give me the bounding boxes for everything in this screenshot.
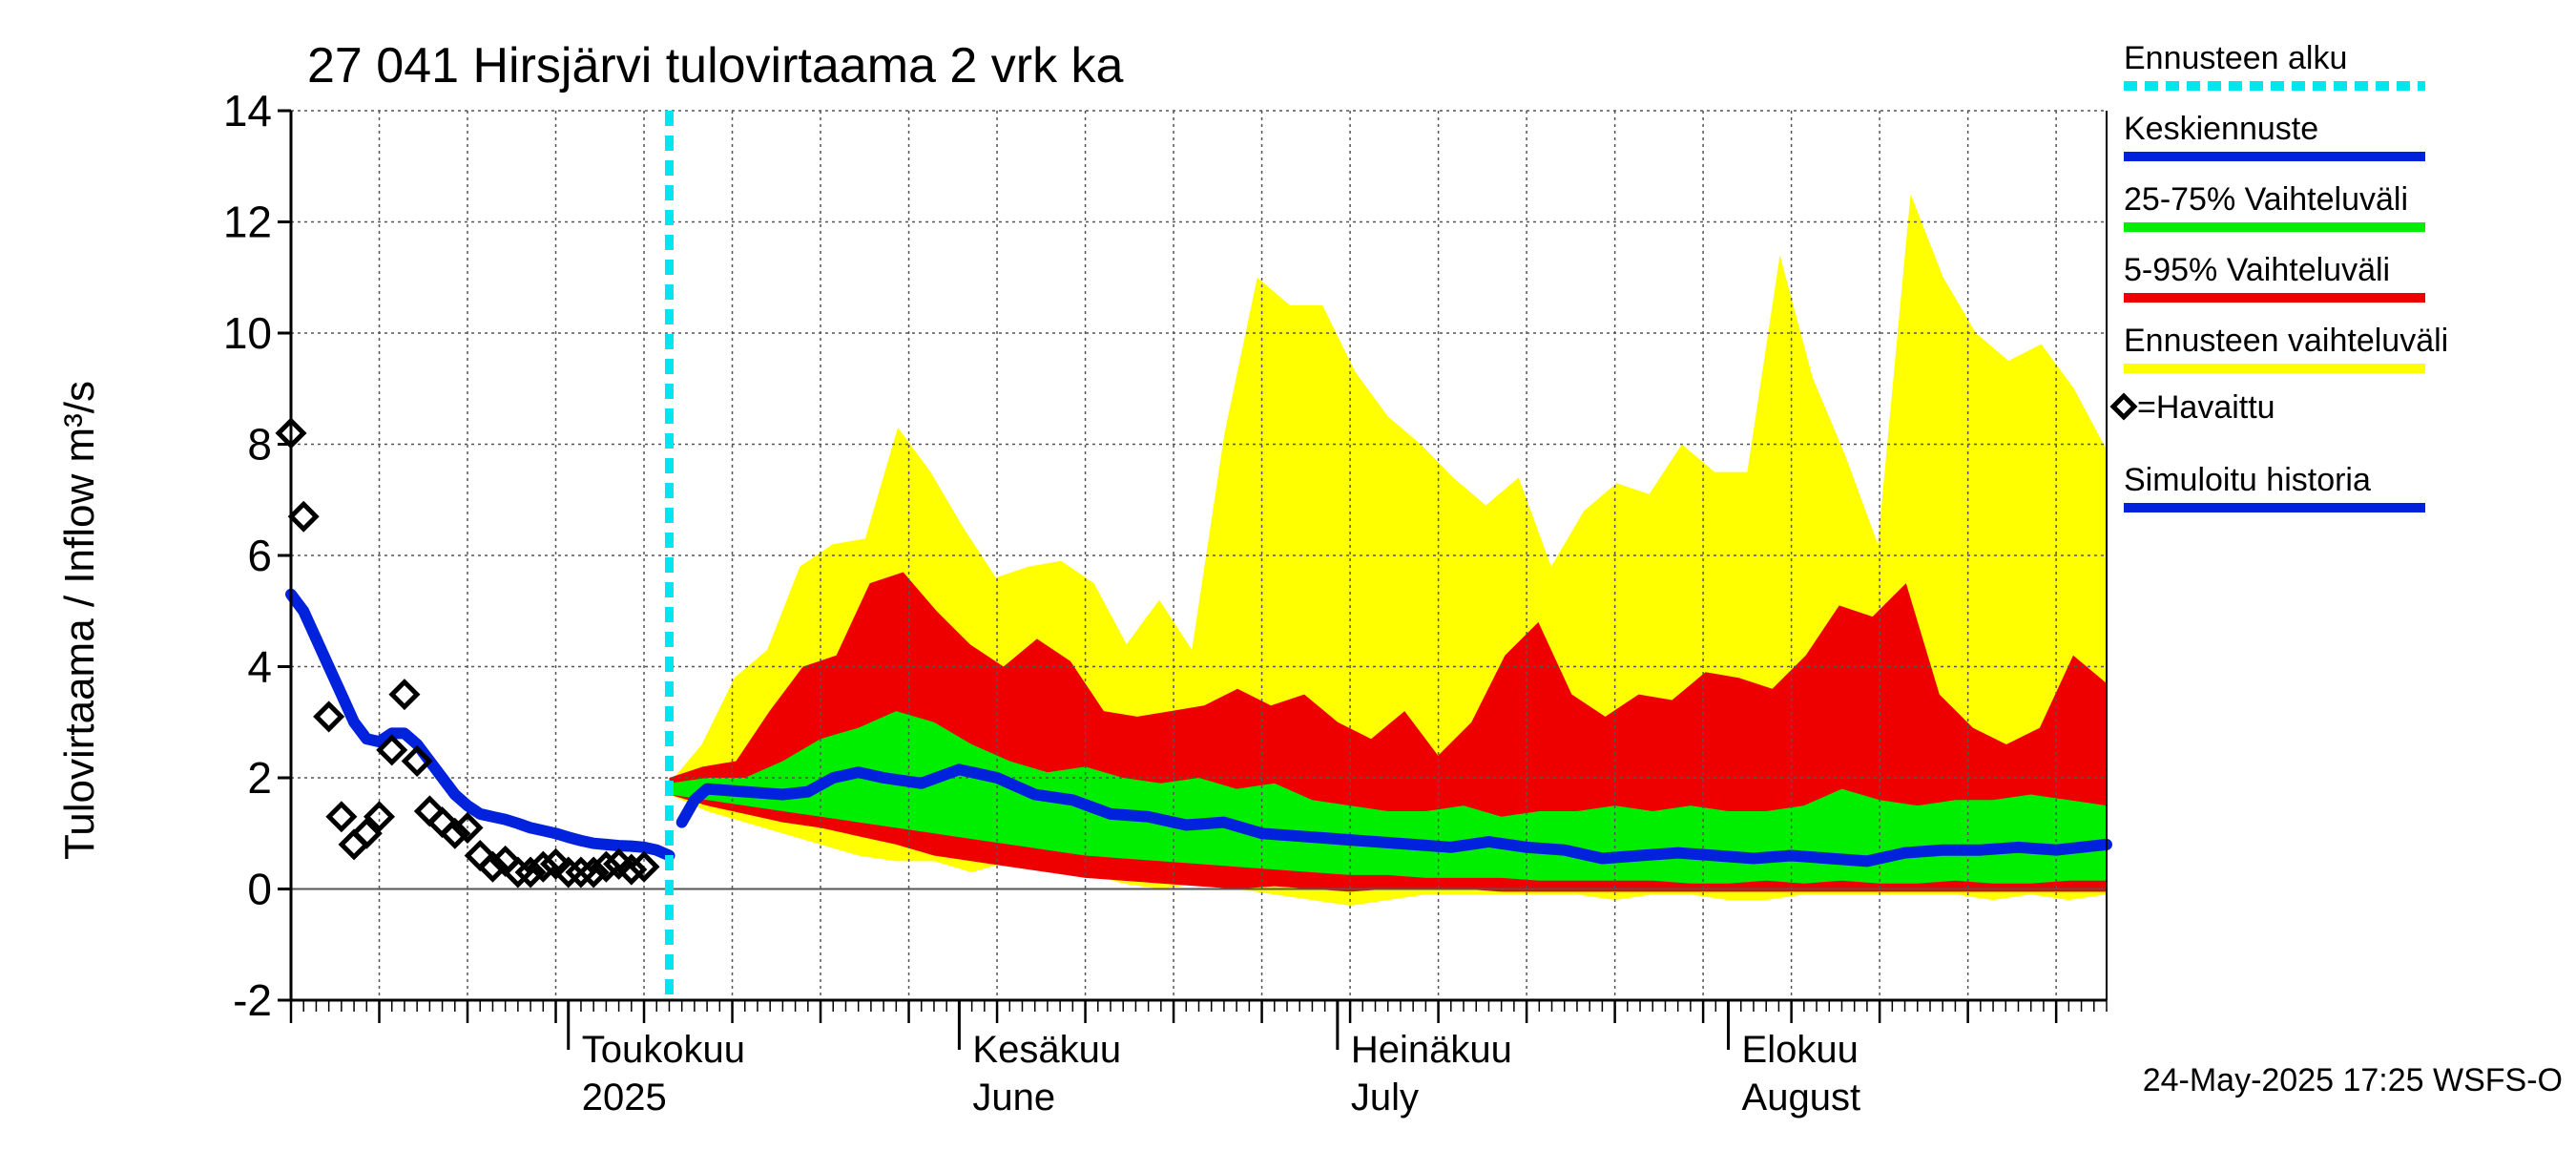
observed-point	[590, 850, 622, 883]
chart-lines	[285, 111, 2112, 1000]
median-forecast-line	[675, 763, 2112, 868]
x-month-sublabel: August	[1742, 1077, 1861, 1119]
legend-label: 25-75% Vaihteluväli	[2124, 181, 2408, 218]
legend-label: Ennusteen vaihteluväli	[2124, 323, 2448, 359]
observed-point	[552, 856, 585, 889]
y-tick-label: 4	[247, 642, 272, 692]
observed-point	[287, 500, 320, 533]
observed-point	[313, 700, 345, 733]
observed-point	[350, 817, 383, 849]
legend-label: Simuloitu historia	[2124, 462, 2371, 498]
observed-point	[539, 847, 572, 880]
x-month-sublabel: June	[972, 1077, 1055, 1119]
observed-point	[502, 856, 534, 889]
legend-observed-marker	[2109, 392, 2138, 421]
observed-point	[388, 679, 421, 711]
y-axis-label: Tulovirtaama / Inflow m³/s	[56, 381, 103, 860]
observed-point	[476, 850, 509, 883]
observed-point	[565, 856, 597, 889]
x-month-sublabel: July	[1351, 1077, 1419, 1119]
observed-point	[615, 853, 648, 886]
observed-point	[401, 744, 433, 778]
observed-points	[275, 417, 660, 889]
legend-label: =Havaittu	[2137, 389, 2275, 426]
observed-point	[439, 817, 471, 849]
observed-point	[376, 734, 408, 766]
legend-label: Keskiennuste	[2124, 111, 2318, 147]
legend: Ennusteen alku Keskiennuste 25-75% Vaihtel…	[2109, 40, 2448, 512]
y-tick-label: 0	[247, 865, 272, 914]
chart-title: 27 041 Hirsjärvi tulovirtaama 2 vrk ka	[307, 38, 1124, 94]
y-tick-label: 8	[247, 420, 272, 470]
timestamp-label: 24-May-2025 17:25 WSFS-O	[2143, 1062, 2563, 1098]
band-25-75	[669, 711, 2107, 884]
observed-point	[577, 856, 610, 889]
y-tick-label: 10	[223, 308, 272, 358]
x-month-label: Heinäkuu	[1351, 1029, 1512, 1071]
observed-point	[451, 811, 484, 844]
observed-point	[628, 850, 660, 883]
legend-label: 5-95% Vaihteluväli	[2124, 252, 2390, 288]
chart-axes: -2 0 2 4 6 8 10 12 14 Toukokuu 2025 Kesäkuu June Hein…	[223, 86, 2108, 1119]
x-month-label: Elokuu	[1742, 1029, 1859, 1071]
simulated-history-line	[285, 588, 675, 862]
observed-point	[325, 801, 358, 833]
y-tick-label: 14	[223, 86, 272, 136]
x-month-label: Toukokuu	[582, 1029, 745, 1071]
legend-label: Ennusteen alku	[2124, 40, 2347, 76]
y-tick-label: 2	[247, 753, 272, 803]
y-tick-label: 6	[247, 531, 272, 580]
y-tick-label: -2	[233, 975, 272, 1025]
observed-point	[527, 850, 559, 883]
x-month-label: Kesäkuu	[972, 1029, 1121, 1071]
y-tick-label: 12	[223, 198, 272, 247]
observed-point	[514, 856, 547, 889]
observed-point	[363, 801, 396, 833]
x-month-sublabel: 2025	[582, 1077, 667, 1119]
forecast-bands	[669, 194, 2107, 906]
